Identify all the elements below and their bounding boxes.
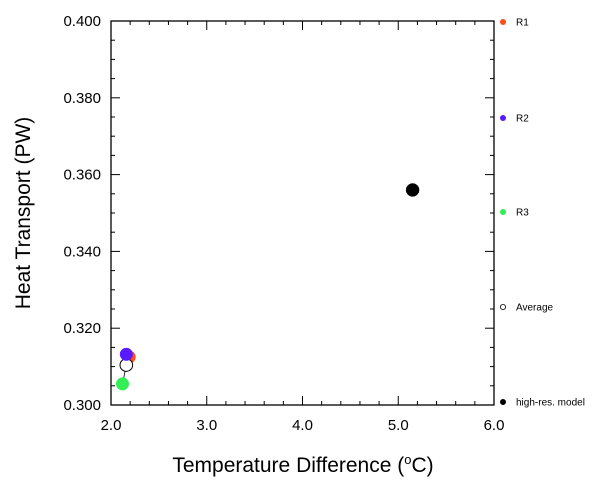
- data-points: [115, 183, 420, 391]
- y-axis-title: Heat Transport (PW): [12, 117, 35, 310]
- plot-frame: [110, 20, 495, 406]
- y-tick-label: 0.360: [63, 167, 101, 184]
- point-r2: [119, 347, 133, 361]
- x-tick-label: 2.0: [101, 417, 122, 434]
- legend-marker: [499, 115, 506, 122]
- y-tick-label: 0.300: [63, 397, 101, 414]
- legend-label: high-res. model: [516, 398, 585, 409]
- legend-label: R2: [516, 114, 529, 125]
- legend-marker: [499, 18, 506, 25]
- legend-label: Average: [516, 303, 554, 314]
- x-tick-label: 3.0: [196, 417, 217, 434]
- point-r3: [115, 377, 130, 391]
- y-tick-label: 0.340: [63, 243, 101, 260]
- point-high-res-model: [405, 183, 420, 197]
- legend: R1 R2 R3 Average high-res. model: [499, 18, 585, 409]
- legend-label: R3: [516, 208, 529, 219]
- legend-marker: [499, 398, 506, 405]
- plot-area: [110, 20, 495, 406]
- x-axis: 2.0 3.0 4.0 5.0 6.0: [101, 21, 505, 434]
- y-tick-label: 0.400: [63, 13, 101, 30]
- x-tick-label: 4.0: [292, 417, 313, 434]
- x-axis-title: Temperature Difference (oC): [172, 452, 433, 477]
- y-axis: 0.300 0.320 0.340 0.360 0.380 0.400: [63, 13, 494, 414]
- legend-label: R1: [516, 18, 529, 29]
- legend-marker: [499, 208, 506, 215]
- x-tick-label: 5.0: [388, 417, 409, 434]
- y-tick-label: 0.380: [63, 90, 101, 107]
- legend-marker: [499, 303, 506, 310]
- y-tick-label: 0.320: [63, 320, 101, 337]
- x-tick-label: 6.0: [484, 417, 505, 434]
